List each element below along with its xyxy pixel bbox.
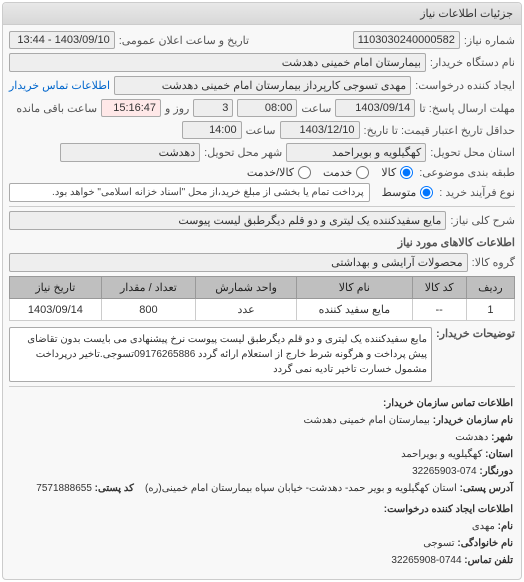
radio-pay-mid[interactable] [420,186,433,199]
radio-goods-label: کالا [381,166,396,179]
radio-both[interactable] [298,166,311,179]
need-title-label: شرح کلی نیاز: [450,214,515,227]
cell-date: 1403/09/14 [10,299,102,321]
valid-time: 14:00 [182,121,242,139]
addr-value: استان کهگیلویه و بویر حمد- دهدشت- خیابان… [145,483,457,494]
province-label: استان محل تحویل: [430,146,515,159]
creator-section-title: اطلاعات ایجاد کننده درخواست: [11,501,513,518]
cname-value: مهدی [472,521,495,532]
valid-time-label: ساعت [246,124,276,137]
city-label: شهر محل تحویل: [204,146,282,159]
contact-link[interactable]: اطلاعات تماس خریدار [9,79,110,92]
divider-2 [9,386,515,387]
creator-label: ایجاد کننده درخواست: [415,79,515,92]
cell-code: -- [412,299,466,321]
postal-label: کد پستی: [95,483,134,494]
details-panel: جزئیات اطلاعات نیاز شماره نیاز: 11030302… [2,2,522,580]
cell-name: مایع سفید کننده [297,299,412,321]
creator-field: مهدی تسوجی کارپرداز بیمارستان امام خمینی… [114,76,411,95]
cell-qty: 800 [101,299,195,321]
deadline-time: 08:00 [237,99,297,117]
cphone-value: 0744-32265908 [391,555,461,566]
cprov-label: استان: [485,449,513,460]
valid-date: 1403/12/10 [280,121,360,139]
announce-field: 1403/09/10 - 13:44 [9,31,115,49]
col-row: ردیف [466,277,514,299]
pay-radio-group: متوسط [374,186,436,199]
contact-section: اطلاعات تماس سازمان خریدار: نام سازمان خ… [9,391,515,573]
radio-both-label: کالا/خدمت [247,166,294,179]
valid-from-label: حداقل تاریخ اعتبار قیمت: تا تاریخ: [364,124,515,137]
ccity-label: شهر: [491,432,513,443]
desc-label: توضیحات خریدار: [436,327,515,340]
cell-unit: عدد [196,299,297,321]
postal-value: 7571888655 [36,483,92,494]
deadline-time-label: ساعت [301,102,331,115]
col-qty: تعداد / مقدار [101,277,195,299]
org-label: نام سازمان خریدار: [433,415,513,426]
req-no-field: 1103030240000582 [353,31,460,49]
pay-label: نوع فرآیند خرید : [439,186,515,199]
table-row: 1 -- مایع سفید کننده عدد 800 1403/09/14 [10,299,515,321]
device-field: بیمارستان امام خمینی دهدشت [9,53,426,72]
radio-pay-mid-label: متوسط [382,186,417,199]
device-label: نام دستگاه خریدار: [430,56,515,69]
goods-group-field: محصولات آرایشی و بهداشتی [9,253,468,272]
col-name: نام کالا [297,277,412,299]
org-value: بیمارستان امام خمینی دهدشت [304,415,430,426]
goods-section-title: اطلاعات کالاهای مورد نیاز [9,236,515,249]
table-header-row: ردیف کد کالا نام کالا واحد شمارش تعداد /… [10,277,515,299]
remain-days: 3 [193,99,233,117]
radio-service[interactable] [356,166,369,179]
col-date: تاریخ نیاز [10,277,102,299]
divider [9,206,515,207]
announce-label: تاریخ و ساعت اعلان عمومی: [119,34,249,47]
province-field: کهگیلویه و بویراحمد [286,143,426,162]
city-field: دهدشت [60,143,200,162]
radio-goods[interactable] [400,166,413,179]
cphone-label: تلفن تماس: [464,555,513,566]
req-no-label: شماره نیاز: [464,34,515,47]
cfamily-label: نام خانوادگی: [457,538,513,549]
fax-value: 074-32265903 [412,466,477,477]
fax-label: دورنگار: [479,466,513,477]
deadline-label: مهلت ارسال پاسخ: تا [419,102,515,115]
contact-section-title: اطلاعات تماس سازمان خریدار: [11,395,513,412]
cname-label: نام: [498,521,513,532]
col-code: کد کالا [412,277,466,299]
goods-table: ردیف کد کالا نام کالا واحد شمارش تعداد /… [9,276,515,321]
category-radio-group: کالا خدمت کالا/خدمت [239,166,415,179]
addr-label: آدرس پستی: [460,483,513,494]
goods-group-label: گروه کالا: [472,256,515,269]
pay-note: پرداخت تمام یا بخشی از مبلغ خرید،از محل … [9,183,370,202]
cell-row: 1 [466,299,514,321]
cfamily-value: تسوجی [423,538,454,549]
remain-days-label: روز و [165,102,189,115]
remain-suffix: ساعت باقی مانده [16,102,97,115]
need-title-field: مایع سفیدکننده یک لیتری و دو قلم دیگرطبق… [9,211,446,230]
ccity-value: دهدشت [455,432,488,443]
cprov-value: کهگیلویه و بویراحمد [401,449,482,460]
desc-text: مایع سفیدکننده یک لیتری و دو قلم دیگرطبق… [9,327,432,382]
radio-service-label: خدمت [323,166,352,179]
col-unit: واحد شمارش [196,277,297,299]
panel-title: جزئیات اطلاعات نیاز [3,3,521,25]
remain-time: 15:16:47 [101,99,161,117]
group-label: طبقه بندی موضوعی: [419,166,515,179]
deadline-date: 1403/09/14 [335,99,415,117]
